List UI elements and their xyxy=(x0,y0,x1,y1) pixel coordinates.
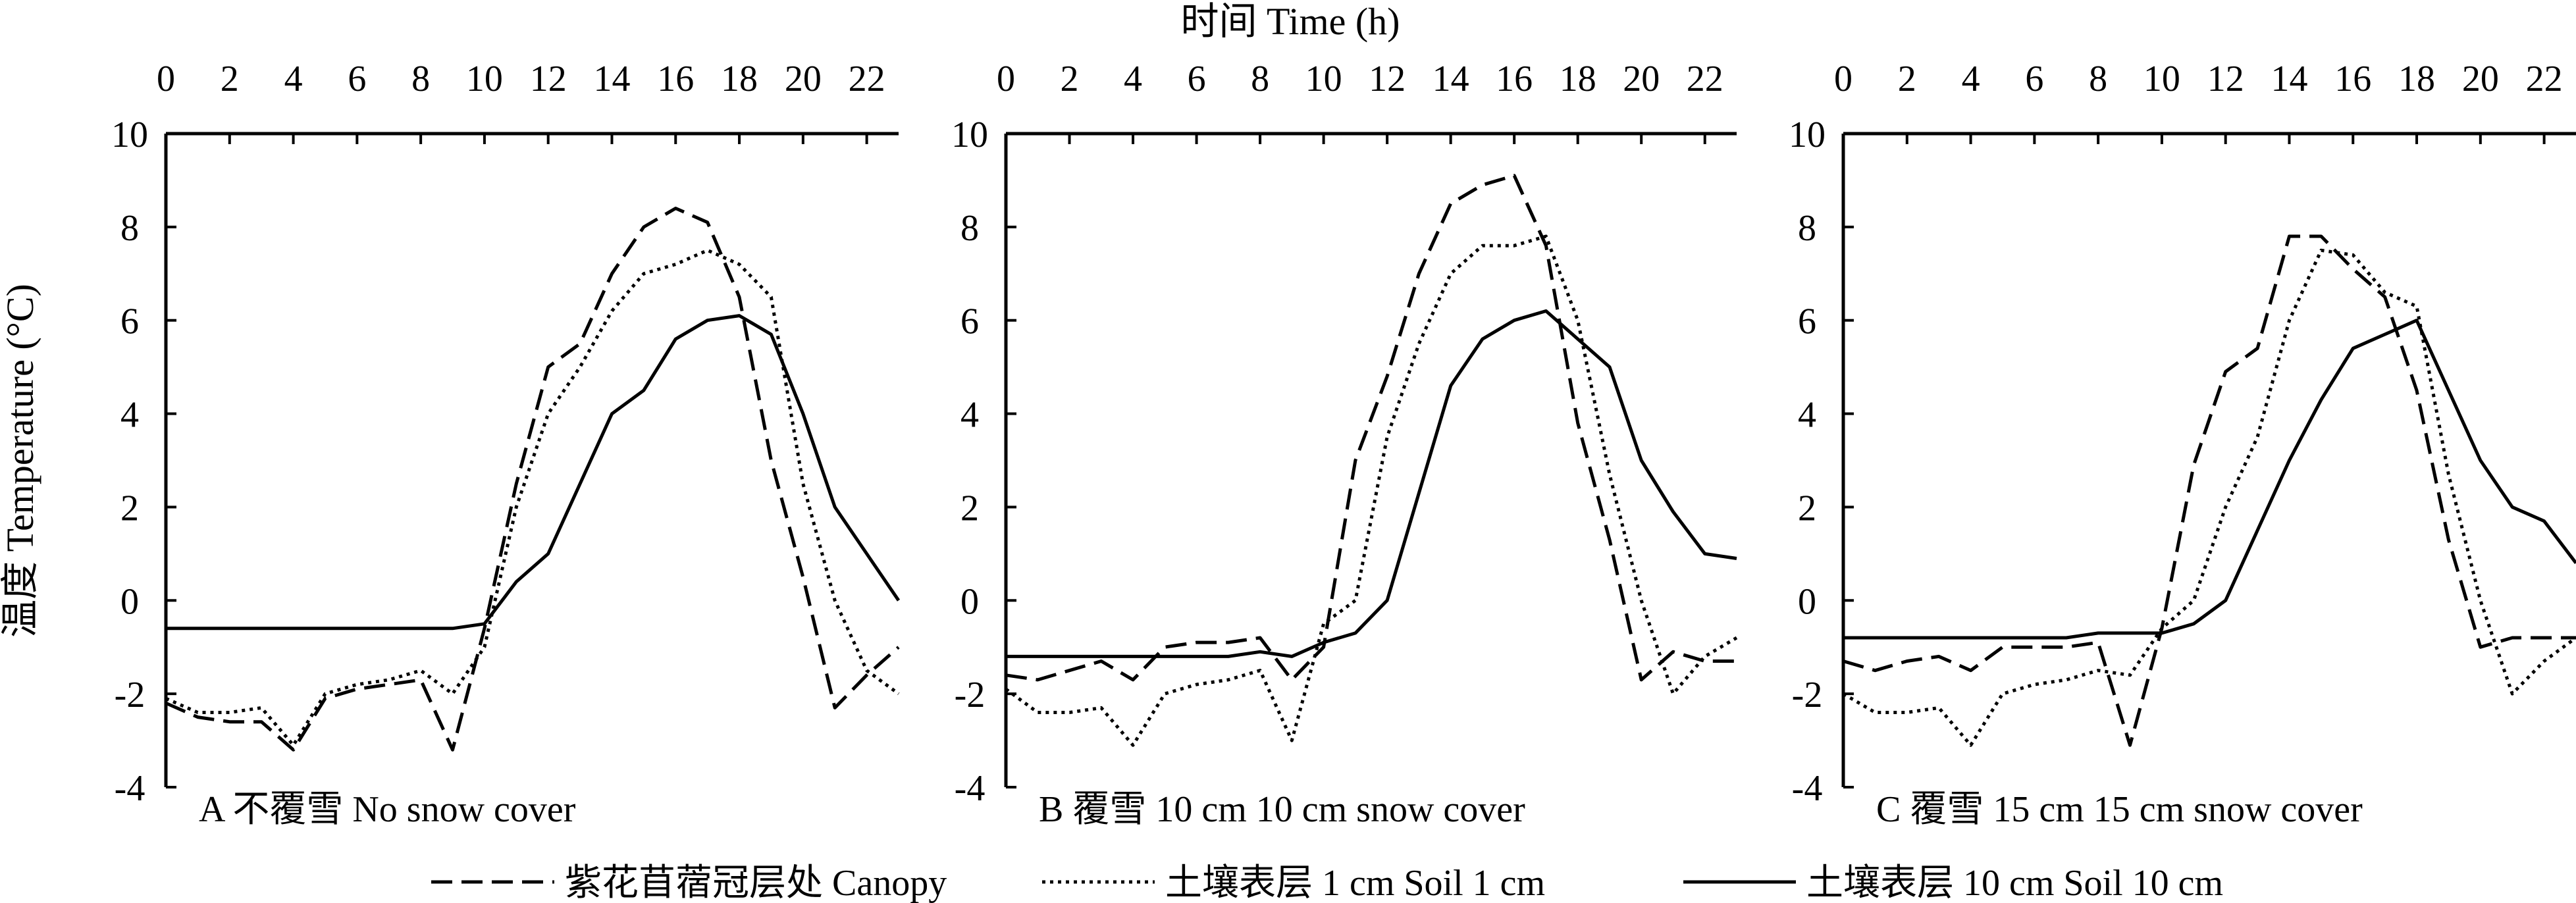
x-tick-label: 18 xyxy=(721,59,758,99)
series-line-dotted xyxy=(1005,234,1738,747)
x-tick-label: 22 xyxy=(1687,59,1723,99)
x-tick-label: 16 xyxy=(657,59,694,99)
x-tick-label: 10 xyxy=(466,59,503,99)
x-tick-label: 2 xyxy=(221,59,239,99)
x-tick-label: 16 xyxy=(2334,59,2371,99)
y-tick-label: 10 xyxy=(1789,115,1826,155)
series-line-dotted xyxy=(165,248,900,747)
x-tick-label: 0 xyxy=(1834,59,1853,99)
y-tick-label: -4 xyxy=(955,768,986,809)
y-tick-label: -4 xyxy=(1792,768,1823,809)
x-tick-label: 10 xyxy=(2143,59,2180,99)
x-tick-label: 6 xyxy=(348,59,366,99)
panel-label: C 覆雪 15 cm 15 cm snow cover xyxy=(1876,789,2363,830)
x-tick-label: 20 xyxy=(1623,59,1660,99)
legend: 紫花苜蓿冠层处 Canopy 土壤表层 1 cm Soil 1 cm 土壤表层 10… xyxy=(431,863,2223,903)
x-tick-label: 14 xyxy=(1433,59,1469,99)
x-tick-label: 8 xyxy=(2089,59,2107,99)
y-tick-label: -2 xyxy=(115,675,145,715)
series-line-dashed xyxy=(1005,174,1737,682)
y-tick-label: 10 xyxy=(111,115,148,155)
x-tick-label: 4 xyxy=(1962,59,1980,99)
legend-label: 紫花苜蓿冠层处 Canopy xyxy=(565,863,947,903)
y-tick-label: 10 xyxy=(951,115,988,155)
x-tick-label: 2 xyxy=(1061,59,1079,99)
x-tick-label: 12 xyxy=(2207,59,2244,99)
x-tick-label: 10 xyxy=(1305,59,1342,99)
x-tick-label: 20 xyxy=(2462,59,2499,99)
panel-label: A 不覆雪 No snow cover xyxy=(199,789,576,830)
y-tick-label: -2 xyxy=(1792,675,1823,715)
x-tick-label: 22 xyxy=(849,59,885,99)
panel-label: B 覆雪 10 cm 10 cm snow cover xyxy=(1039,789,1525,830)
top-axis-label: 时间 Time (h) xyxy=(1181,0,1400,43)
series-line-solid xyxy=(166,314,901,631)
x-tick-label: 14 xyxy=(593,59,630,99)
y-tick-label: 8 xyxy=(120,208,139,249)
x-tick-label: 16 xyxy=(1496,59,1533,99)
x-tick-label: 6 xyxy=(1188,59,1206,99)
x-tick-label: 2 xyxy=(1898,59,1916,99)
y-tick-label: 4 xyxy=(960,395,979,436)
x-tick-label: 12 xyxy=(530,59,567,99)
x-tick-label: 14 xyxy=(2271,59,2307,99)
y-tick-label: 6 xyxy=(960,301,979,342)
y-tick-label: -2 xyxy=(955,675,986,715)
y-tick-label: 2 xyxy=(960,488,979,529)
y-tick-label: 6 xyxy=(1798,301,1816,342)
x-tick-label: 0 xyxy=(997,59,1015,99)
x-tick-label: 0 xyxy=(157,59,175,99)
series-line-dashed xyxy=(165,207,900,752)
y-tick-label: -4 xyxy=(115,768,145,809)
y-tick-label: 4 xyxy=(120,395,139,436)
x-tick-label: 6 xyxy=(2025,59,2043,99)
x-tick-label: 12 xyxy=(1369,59,1406,99)
x-tick-label: 22 xyxy=(2526,59,2563,99)
y-tick-label: 2 xyxy=(120,488,139,529)
x-tick-label: 4 xyxy=(1124,59,1142,99)
y-tick-label: 0 xyxy=(960,581,979,622)
y-tick-label: 4 xyxy=(1798,395,1816,436)
y-tick-label: 6 xyxy=(120,301,139,342)
legend-label: 土壤表层 1 cm Soil 1 cm xyxy=(1165,863,1545,903)
x-tick-label: 8 xyxy=(1251,59,1269,99)
y-tick-label: 2 xyxy=(1798,488,1816,529)
legend-label: 土壤表层 10 cm Soil 10 cm xyxy=(1806,863,2223,903)
y-axis-label: 温度 Temperature (°C) xyxy=(0,284,41,638)
series-line-solid xyxy=(1006,309,1737,658)
x-tick-label: 8 xyxy=(411,59,430,99)
y-tick-label: 0 xyxy=(120,581,139,622)
y-tick-label: 0 xyxy=(1798,581,1816,622)
x-tick-label: 4 xyxy=(284,59,303,99)
y-tick-label: 8 xyxy=(1798,208,1816,249)
series-line-solid xyxy=(1843,319,2576,640)
x-tick-label: 18 xyxy=(2398,59,2435,99)
series-line-dashed xyxy=(1843,234,2576,747)
y-tick-label: 8 xyxy=(960,208,979,249)
x-tick-label: 18 xyxy=(1560,59,1596,99)
x-tick-label: 20 xyxy=(785,59,822,99)
series-line-dotted xyxy=(1842,248,2576,747)
